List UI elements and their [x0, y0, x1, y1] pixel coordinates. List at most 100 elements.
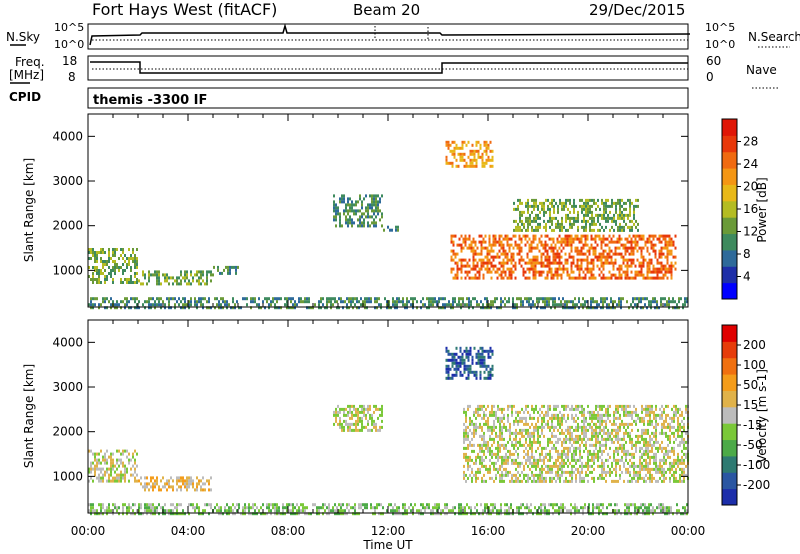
- velocity-cell: [491, 452, 493, 456]
- velocity-cell: [541, 422, 543, 426]
- velocity-cell: [531, 473, 533, 477]
- velocity-cell: [495, 467, 497, 471]
- power-cell: [349, 206, 351, 210]
- power-cell: [646, 246, 649, 250]
- velocity-cell: [617, 416, 619, 420]
- velocity-cell: [661, 479, 663, 483]
- power-cell: [597, 198, 599, 202]
- velocity-cell: [475, 352, 478, 356]
- velocity-cell: [483, 416, 485, 420]
- power-cell: [210, 279, 212, 283]
- power-cell: [537, 216, 539, 220]
- power-cell: [332, 297, 334, 301]
- power-cell: [531, 210, 533, 214]
- velocity-cell: [593, 476, 595, 480]
- power-cell: [488, 261, 491, 265]
- power-cell: [596, 264, 599, 268]
- velocity-cell: [176, 479, 178, 483]
- power-cell: [576, 252, 579, 256]
- velocity-cell: [601, 452, 603, 456]
- velocity-cell: [619, 467, 621, 471]
- power-cell: [666, 276, 669, 280]
- power-cell: [90, 257, 92, 260]
- power-cell: [367, 212, 369, 216]
- power-cell: [524, 270, 527, 274]
- power-cell: [582, 258, 585, 262]
- power-cell: [564, 237, 567, 241]
- velocity-cell: [254, 509, 256, 513]
- velocity-cell: [559, 476, 561, 480]
- velocity-cell: [178, 503, 180, 507]
- velocity-cell: [493, 440, 495, 444]
- velocity-cell: [571, 467, 573, 471]
- power-cell: [543, 225, 545, 229]
- power-cell: [156, 282, 158, 286]
- velocity-cell: [611, 422, 613, 426]
- velocity-cell: [487, 449, 489, 453]
- power-cell: [335, 203, 337, 207]
- power-cell: [274, 306, 276, 310]
- power-cell: [178, 276, 180, 280]
- velocity-cell: [585, 425, 587, 429]
- power-cell: [198, 276, 200, 280]
- velocity-cell: [665, 416, 667, 420]
- power-cell: [585, 222, 587, 226]
- power-cell: [466, 270, 469, 274]
- velocity-cell: [659, 470, 661, 474]
- freq-frame: [87, 55, 689, 81]
- power-cell: [158, 279, 160, 283]
- power-cell: [373, 200, 375, 204]
- velocity-cell: [499, 479, 501, 483]
- power-cell: [518, 297, 520, 301]
- velocity-cell: [96, 509, 98, 513]
- velocity-cell: [661, 464, 663, 468]
- velocity-cell: [657, 479, 659, 483]
- power-cell: [614, 306, 616, 310]
- velocity-cell: [90, 461, 92, 465]
- power-cell: [668, 237, 671, 241]
- velocity-cell: [545, 446, 547, 450]
- power-cell: [613, 201, 615, 205]
- power-cell: [383, 228, 385, 232]
- power-cell: [528, 261, 531, 265]
- power-cell: [546, 261, 549, 265]
- power-cell: [541, 204, 543, 208]
- velocity-cell: [673, 404, 675, 408]
- power-cell: [600, 306, 602, 310]
- velocity-cell: [104, 473, 106, 477]
- velocity-cell: [497, 458, 499, 462]
- power-cell: [610, 297, 612, 301]
- power-cell: [114, 263, 116, 266]
- velocity-cell: [152, 503, 154, 507]
- velocity-cell: [571, 479, 573, 483]
- power-cell: [638, 273, 641, 277]
- power-cell: [356, 306, 358, 310]
- power-cell: [664, 303, 666, 307]
- power-cell: [646, 261, 649, 265]
- power-cell: [666, 258, 669, 262]
- velocity-cell: [639, 440, 641, 444]
- power-cell: [357, 209, 359, 213]
- velocity-cell: [551, 422, 553, 426]
- power-cell: [104, 306, 106, 310]
- velocity-cell: [617, 452, 619, 456]
- velocity-cell: [100, 503, 102, 507]
- power-cell: [542, 297, 544, 301]
- power-cell: [578, 240, 581, 244]
- power-cell: [154, 303, 156, 307]
- velocity-cell: [196, 476, 198, 480]
- velocity-cell: [96, 458, 98, 462]
- velocity-cell: [168, 482, 170, 486]
- velocity-cell: [517, 440, 519, 444]
- power-cell: [632, 261, 635, 265]
- velocity-cell: [471, 422, 473, 426]
- velocity-cell: [571, 437, 573, 441]
- power-cell: [664, 297, 666, 301]
- velocity-cell: [118, 512, 120, 516]
- velocity-cell: [561, 413, 563, 417]
- power-cell: [333, 218, 335, 222]
- power-cell: [624, 237, 627, 241]
- velocity-cell: [244, 509, 246, 513]
- power-cell: [472, 261, 475, 265]
- power-cell: [600, 252, 603, 256]
